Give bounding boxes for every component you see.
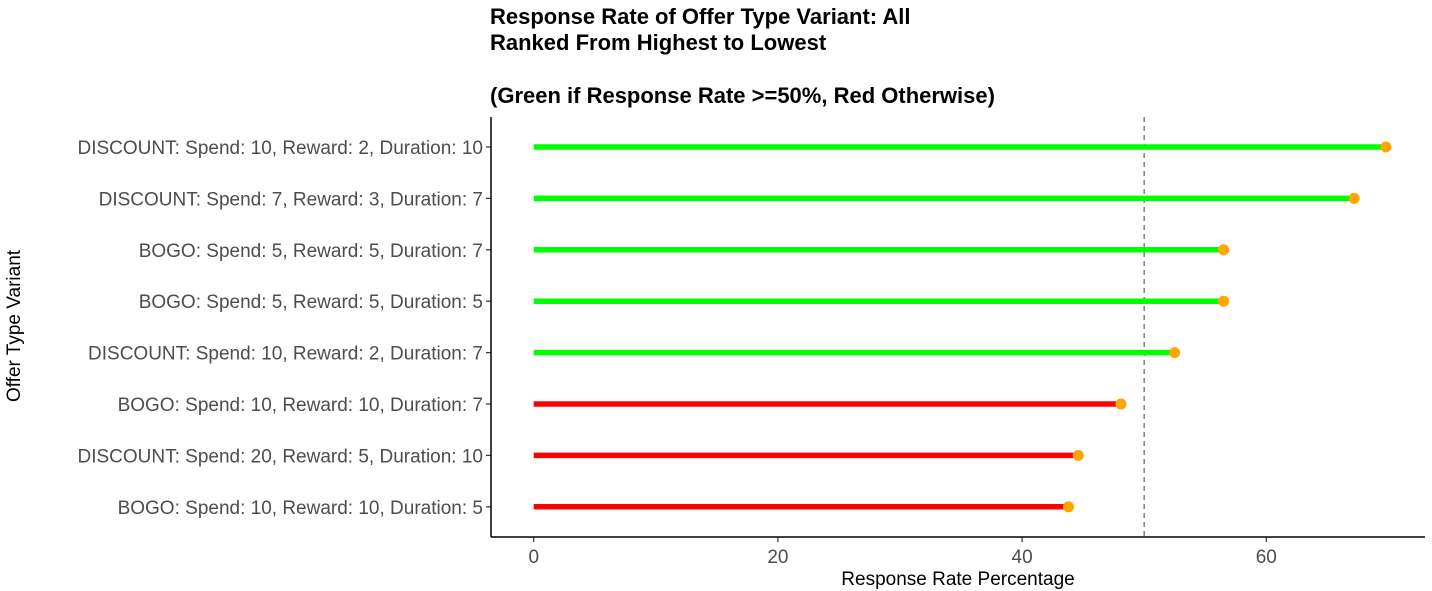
y-tick-label: BOGO: Spend: 10, Reward: 10, Duration: 5 (118, 498, 483, 519)
chart-title-line-1: Response Rate of Offer Type Variant: All (490, 4, 911, 29)
x-axis-ticks: 0 20 40 60 (528, 537, 1277, 568)
y-tick-label: DISCOUNT: Spend: 7, Reward: 3, Duration:… (99, 189, 483, 210)
lollipop-point (1169, 347, 1181, 359)
x-axis-title: Response Rate Percentage (841, 569, 1074, 590)
lollipop-point (1218, 244, 1230, 256)
lollipop-point (1062, 501, 1074, 513)
lollipop-point (1380, 141, 1392, 153)
y-tick-label: BOGO: Spend: 5, Reward: 5, Duration: 5 (139, 292, 483, 313)
x-tick-label: 60 (1256, 547, 1277, 568)
chart-title-line-2: Ranked From Highest to Lowest (490, 30, 827, 55)
chart-title: Response Rate of Offer Type Variant: All… (490, 4, 995, 108)
y-tick-label: DISCOUNT: Spend: 10, Reward: 2, Duration… (77, 138, 483, 159)
y-tick-label: BOGO: Spend: 10, Reward: 10, Duration: 7 (118, 395, 483, 416)
plot-area (533, 117, 1392, 537)
y-tick-label: DISCOUNT: Spend: 20, Reward: 5, Duration… (77, 446, 483, 467)
y-tick-label: BOGO: Spend: 5, Reward: 5, Duration: 7 (139, 241, 483, 262)
lollipop-point (1218, 295, 1230, 307)
chart-subtitle: (Green if Response Rate >=50%, Red Other… (490, 83, 995, 108)
lollipop-point (1072, 449, 1084, 461)
lollipop-point (1115, 398, 1127, 410)
y-axis-title: Offer Type Variant (4, 249, 25, 402)
x-tick-label: 40 (1012, 547, 1033, 568)
lollipop-point (1348, 192, 1360, 204)
x-tick-label: 0 (528, 547, 539, 568)
y-tick-label: DISCOUNT: Spend: 10, Reward: 2, Duration… (88, 344, 483, 365)
y-axis-ticks: DISCOUNT: Spend: 10, Reward: 2, Duration… (77, 138, 491, 519)
x-tick-label: 20 (767, 547, 788, 568)
